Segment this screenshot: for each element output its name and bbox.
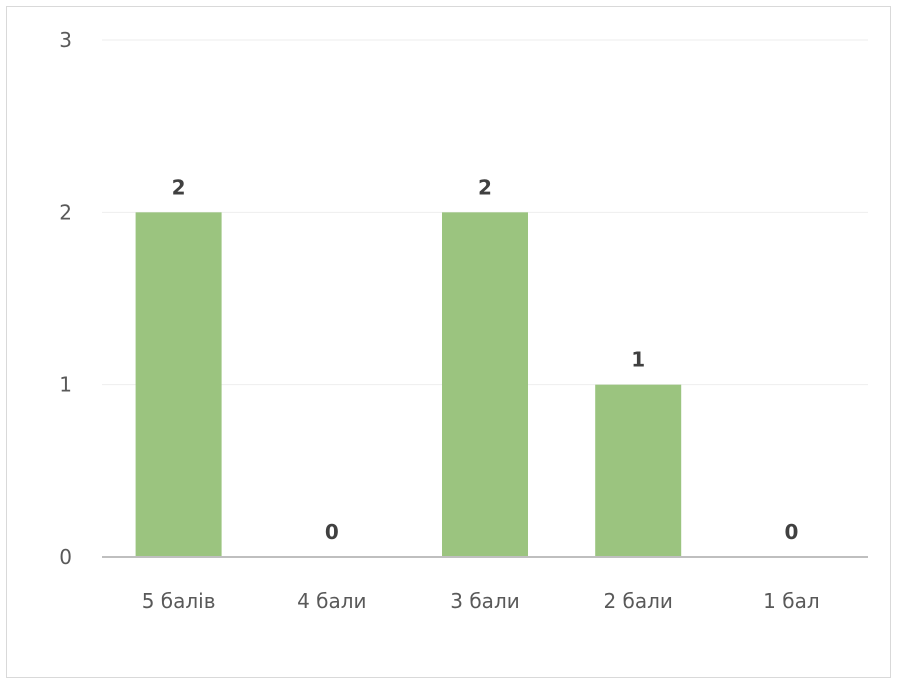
data-label: 2 bbox=[172, 175, 186, 199]
x-category-label: 3 бали bbox=[450, 589, 519, 613]
y-tick-label: 3 bbox=[59, 28, 72, 52]
data-label: 2 bbox=[478, 175, 492, 199]
bar-data-labels: 2 0 2 1 0 bbox=[172, 175, 799, 544]
x-category-label: 2 бали bbox=[603, 589, 672, 613]
data-label: 1 bbox=[631, 348, 645, 372]
x-category-label: 5 балів bbox=[142, 589, 216, 613]
data-label: 0 bbox=[784, 520, 798, 544]
bar bbox=[135, 212, 222, 558]
y-tick-label: 2 bbox=[59, 200, 72, 224]
x-category-label: 1 бал bbox=[763, 589, 819, 613]
x-axis-category-labels: 5 балів 4 бали 3 бали 2 бали 1 бал bbox=[142, 589, 820, 613]
y-tick-label: 1 bbox=[59, 373, 72, 397]
bars bbox=[135, 212, 682, 558]
bar bbox=[442, 212, 528, 558]
x-category-label: 4 бали bbox=[297, 589, 366, 613]
y-axis-tick-labels: 0 1 2 3 bbox=[59, 28, 72, 569]
data-label: 0 bbox=[325, 520, 339, 544]
bar bbox=[595, 384, 682, 557]
y-tick-label: 0 bbox=[59, 545, 72, 569]
